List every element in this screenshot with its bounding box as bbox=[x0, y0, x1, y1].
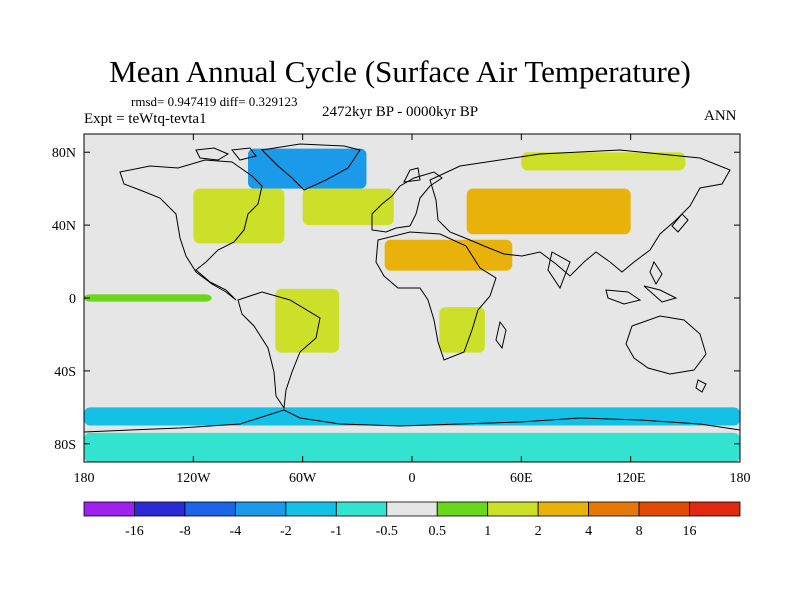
region-antarctica bbox=[84, 432, 740, 462]
region-central-eurasia bbox=[466, 188, 631, 235]
region-equatorial-pacific bbox=[84, 294, 212, 302]
region-southern-africa bbox=[439, 307, 485, 353]
colorbar-swatch bbox=[689, 501, 741, 517]
colorbar-swatch bbox=[588, 501, 640, 517]
colorbar-swatch bbox=[134, 501, 186, 517]
colorbar: -16 -8 -4 -2 -1 -0.5 0.5 1 2 4 8 16 bbox=[83, 501, 741, 539]
colorbar-swatch bbox=[436, 501, 489, 517]
region-southern-ocean bbox=[84, 407, 740, 426]
stats-readout: rmsd= 0.947419 diff= 0.329123 bbox=[131, 94, 298, 109]
colorbar-swatch bbox=[638, 501, 690, 517]
lon-label: 60W bbox=[289, 471, 317, 486]
colorbar-label: -1 bbox=[330, 524, 342, 539]
latitude-labels: 80N 40N 0 40S 80S bbox=[52, 146, 76, 453]
lat-label: 40N bbox=[52, 219, 76, 234]
colorbar-label: 2 bbox=[535, 524, 542, 539]
chart-title: Mean Annual Cycle (Surface Air Temperatu… bbox=[109, 54, 691, 89]
colorbar-label: 4 bbox=[585, 524, 592, 539]
colorbar-label: -0.5 bbox=[376, 524, 398, 539]
region-north-america-interior bbox=[193, 188, 285, 244]
coastlines bbox=[84, 143, 740, 433]
colorbar-swatch bbox=[234, 501, 287, 517]
colorbar-swatch bbox=[537, 501, 590, 517]
lon-label: 180 bbox=[730, 471, 751, 486]
lon-label: 0 bbox=[409, 471, 416, 486]
colorbar-label: 16 bbox=[683, 524, 697, 539]
colorbar-swatch bbox=[487, 501, 539, 517]
colorbar-swatch bbox=[285, 501, 337, 517]
region-north-atlantic bbox=[302, 188, 394, 226]
lon-label: 60E bbox=[510, 471, 533, 486]
season-label: ANN bbox=[704, 108, 737, 124]
lon-label: 120E bbox=[616, 471, 646, 486]
period-label: 2472kyr BP - 0000kyr BP bbox=[322, 104, 479, 120]
colorbar-label: 1 bbox=[484, 524, 491, 539]
colorbar-swatch bbox=[83, 501, 135, 517]
colorbar-swatch bbox=[386, 501, 438, 517]
colorbar-label: 8 bbox=[636, 524, 643, 539]
colorbar-swatch bbox=[335, 501, 388, 517]
lat-label: 80S bbox=[54, 438, 76, 453]
lat-label: 0 bbox=[69, 292, 76, 307]
experiment-label: Expt = teWtq-tevta1 bbox=[84, 111, 207, 127]
colorbar-label: 0.5 bbox=[428, 524, 446, 539]
lat-label: 40S bbox=[54, 365, 76, 380]
colorbar-label: -16 bbox=[125, 524, 144, 539]
region-siberian-arctic bbox=[521, 152, 686, 171]
axis-ticks bbox=[83, 134, 741, 462]
longitude-labels: 180 120W 60W 0 60E 120E 180 bbox=[74, 471, 751, 486]
region-sahara-arabia bbox=[384, 239, 513, 271]
colorbar-swatch bbox=[184, 501, 236, 517]
region-south-america bbox=[275, 288, 340, 353]
lat-label: 80N bbox=[52, 146, 76, 161]
colorbar-label: -8 bbox=[179, 524, 191, 539]
colorbar-label: -4 bbox=[230, 524, 242, 539]
lon-label: 120W bbox=[176, 471, 211, 486]
lon-label: 180 bbox=[74, 471, 95, 486]
region-greenland-arctic-canada bbox=[248, 148, 367, 189]
colorbar-label: -2 bbox=[280, 524, 292, 539]
